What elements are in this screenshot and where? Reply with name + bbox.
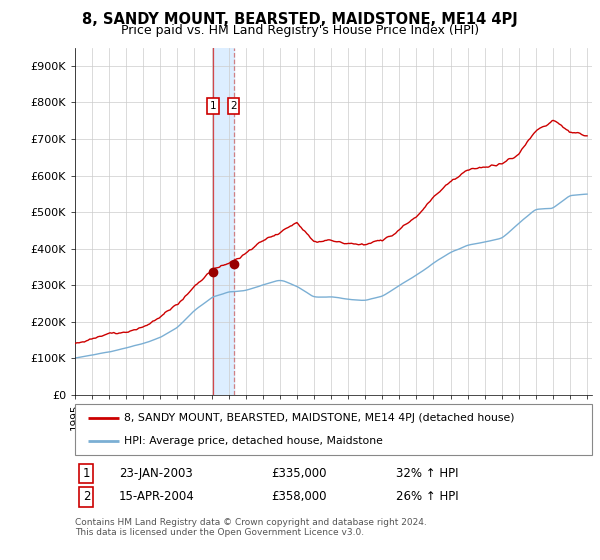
Text: 2: 2: [83, 490, 90, 503]
Text: 1: 1: [83, 467, 90, 480]
Text: 32% ↑ HPI: 32% ↑ HPI: [395, 467, 458, 480]
Text: 1: 1: [209, 101, 216, 111]
FancyBboxPatch shape: [75, 404, 592, 455]
Text: £335,000: £335,000: [272, 467, 327, 480]
Text: 26% ↑ HPI: 26% ↑ HPI: [395, 490, 458, 503]
Bar: [212, 48, 233, 395]
Text: £358,000: £358,000: [272, 490, 327, 503]
Text: 15-APR-2004: 15-APR-2004: [119, 490, 195, 503]
Text: 8, SANDY MOUNT, BEARSTED, MAIDSTONE, ME14 4PJ (detached house): 8, SANDY MOUNT, BEARSTED, MAIDSTONE, ME1…: [124, 413, 515, 423]
Text: 23-JAN-2003: 23-JAN-2003: [119, 467, 193, 480]
Text: HPI: Average price, detached house, Maidstone: HPI: Average price, detached house, Maid…: [124, 436, 383, 446]
Text: Price paid vs. HM Land Registry's House Price Index (HPI): Price paid vs. HM Land Registry's House …: [121, 24, 479, 36]
Text: 8, SANDY MOUNT, BEARSTED, MAIDSTONE, ME14 4PJ: 8, SANDY MOUNT, BEARSTED, MAIDSTONE, ME1…: [82, 12, 518, 27]
Text: Contains HM Land Registry data © Crown copyright and database right 2024.
This d: Contains HM Land Registry data © Crown c…: [75, 517, 427, 537]
Text: 2: 2: [230, 101, 237, 111]
